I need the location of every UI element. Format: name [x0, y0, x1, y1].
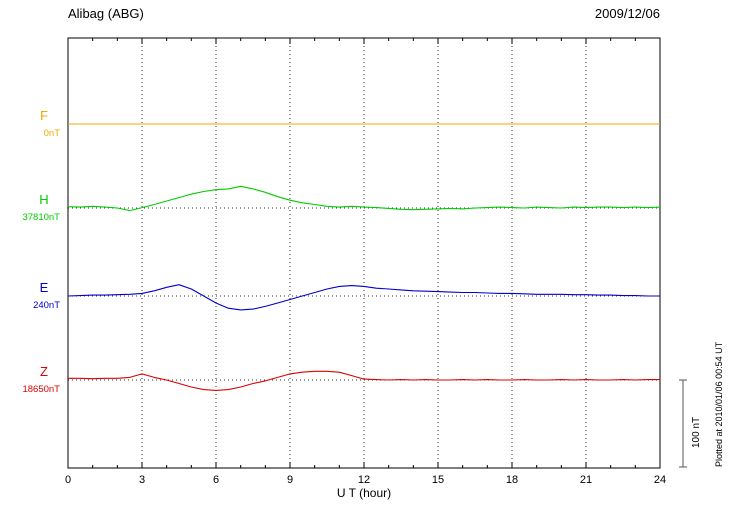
station-title: Alibag (ABG) — [68, 6, 144, 21]
channel-baseline-value-H: 37810nT — [22, 212, 60, 223]
channel-label-F: F — [40, 108, 48, 123]
x-tick-label: 12 — [358, 474, 370, 486]
channel-baseline-value-F: 0nT — [44, 128, 61, 139]
plot-date: 2009/12/06 — [594, 6, 660, 21]
x-tick-label: 21 — [580, 474, 592, 486]
channel-label-E: E — [40, 280, 49, 295]
trace-H — [67, 185, 661, 212]
x-tick-label: 0 — [65, 474, 71, 486]
channel-baseline-value-E: 240nT — [33, 300, 60, 311]
channel-baseline-value-Z: 18650nT — [22, 384, 60, 395]
x-tick-label: 24 — [654, 474, 666, 486]
x-tick-label: 15 — [432, 474, 444, 486]
trace-Z — [68, 370, 660, 391]
x-tick-label: 18 — [506, 474, 518, 486]
x-axis-label: U T (hour) — [336, 486, 392, 500]
channel-label-Z: Z — [40, 364, 48, 379]
x-tick-label: 6 — [213, 474, 219, 486]
plotted-at-note: Plotted at 2010/01/06 00:54 UT — [714, 341, 724, 467]
x-tick-label: 9 — [287, 474, 293, 486]
x-tick-label: 3 — [139, 474, 145, 486]
channel-label-H: H — [39, 192, 48, 207]
trace-E — [67, 284, 660, 311]
scale-bar-label: 100 nT — [691, 416, 702, 448]
